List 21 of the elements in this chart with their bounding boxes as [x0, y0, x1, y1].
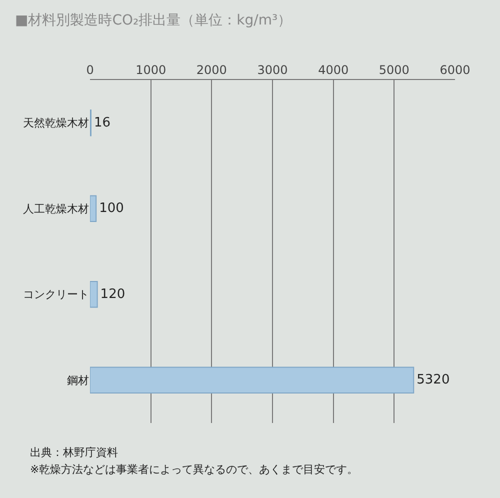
- y-tick-label: コンクリート: [23, 288, 89, 302]
- y-tick-label: 人工乾燥木材: [23, 202, 89, 216]
- x-tick-label: 4000: [318, 63, 349, 78]
- source-note: 出典：林野庁資料: [30, 446, 118, 459]
- data-label: 16: [94, 115, 111, 130]
- data-label: 5320: [416, 372, 450, 388]
- y-tick-label: 天然乾燥木材: [23, 116, 89, 130]
- x-tick-label: 2000: [196, 63, 227, 78]
- x-tick-label: 3000: [257, 63, 288, 78]
- data-label: 120: [100, 286, 126, 302]
- y-tick-label: 鋼材: [67, 374, 89, 387]
- bar: [90, 281, 98, 308]
- bar: [90, 366, 414, 394]
- x-tick-label: 1000: [136, 63, 166, 78]
- data-label: 100: [99, 201, 124, 216]
- chart-title: ■材料別製造時CO₂排出量（単位：kg/m³）: [15, 12, 292, 29]
- x-tick-label: 0: [86, 63, 94, 78]
- x-tick-label: 5000: [378, 63, 410, 78]
- x-tick-label: 6000: [440, 63, 470, 78]
- bar: [90, 195, 97, 222]
- text: ※乾燥方法などは事業者によって異なるので、あくまで目安です。: [30, 463, 358, 476]
